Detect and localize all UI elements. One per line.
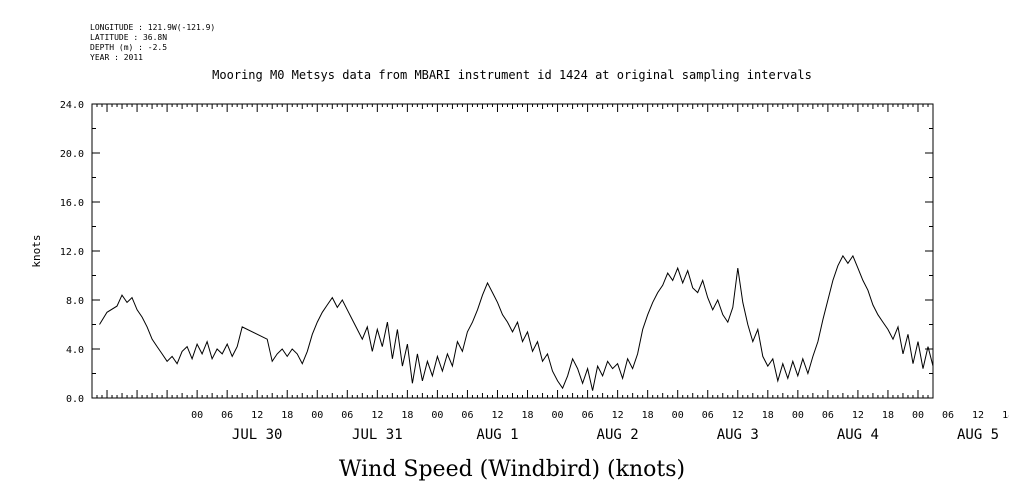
x-tick-label: 18 [1002, 410, 1009, 421]
x-tick-label: 06 [461, 410, 473, 421]
day-label: JUL 30 [232, 427, 283, 443]
depth-label: DEPTH (m) : -2.5 [90, 43, 167, 52]
y-tick-label: 20.0 [60, 149, 84, 160]
x-tick-label: 00 [672, 410, 684, 421]
latitude-label: LATITUDE : 36.8N [90, 33, 167, 42]
x-tick-label: 00 [431, 410, 443, 421]
x-tick-label: 12 [251, 410, 263, 421]
x-tick-label: 18 [882, 410, 894, 421]
day-label: AUG 4 [837, 427, 879, 443]
x-tick-label: 06 [221, 410, 233, 421]
day-label: JUL 31 [352, 427, 403, 443]
y-tick-label: 4.0 [66, 345, 84, 356]
x-tick-label: 18 [281, 410, 293, 421]
x-tick-label: 12 [852, 410, 864, 421]
x-tick-label: 12 [732, 410, 744, 421]
x-tick-label: 00 [311, 410, 323, 421]
y-tick-labels: 0.0 4.0 8.0 12.0 16.0 20.0 24.0 [60, 100, 84, 405]
x-axis-label: Wind Speed (Windbird) (knots) [339, 457, 685, 482]
day-label: AUG 2 [597, 427, 639, 443]
x-tick-label: 06 [822, 410, 834, 421]
y-tick-label: 12.0 [60, 247, 84, 258]
x-tick-label: 06 [702, 410, 714, 421]
x-tick-label: 00 [552, 410, 564, 421]
y-tick-label: 24.0 [60, 100, 84, 111]
wind-speed-line [99, 254, 934, 391]
year-label: YEAR : 2011 [90, 53, 143, 62]
x-tick-label: 18 [762, 410, 774, 421]
x-tick-label: 12 [612, 410, 624, 421]
x-tick-labels: 00 06 12 18 00 06 12 18 00 06 12 18 00 06 12 18 00 06 12 18… [191, 410, 1009, 421]
y-tick-label: 0.0 [66, 394, 84, 405]
axis-ticks [91, 103, 934, 399]
x-tick-label: 12 [491, 410, 503, 421]
day-label: AUG 1 [476, 427, 518, 443]
longitude-label: LONGITUDE : 121.9W(-121.9) [90, 23, 215, 32]
x-tick-label: 12 [371, 410, 383, 421]
y-axis-label: knots [30, 234, 43, 267]
x-tick-label: 18 [401, 410, 413, 421]
day-labels: JUL 30 JUL 31 AUG 1 AUG 2 AUG 3 AUG 4 AUG 5 [232, 427, 999, 443]
chart-title: Mooring M0 Metsys data from MBARI instru… [212, 68, 812, 82]
x-tick-label: 06 [942, 410, 954, 421]
x-tick-label: 00 [792, 410, 804, 421]
y-tick-label: 16.0 [60, 198, 84, 209]
x-tick-label: 00 [191, 410, 203, 421]
x-tick-label: 06 [582, 410, 594, 421]
x-tick-label: 06 [341, 410, 353, 421]
plot-frame [91, 103, 934, 399]
x-tick-label: 12 [972, 410, 984, 421]
x-tick-label: 18 [521, 410, 533, 421]
day-label: AUG 5 [957, 427, 999, 443]
y-tick-label: 8.0 [66, 296, 84, 307]
day-label: AUG 3 [717, 427, 759, 443]
x-tick-label: 18 [642, 410, 654, 421]
x-tick-label: 00 [912, 410, 924, 421]
